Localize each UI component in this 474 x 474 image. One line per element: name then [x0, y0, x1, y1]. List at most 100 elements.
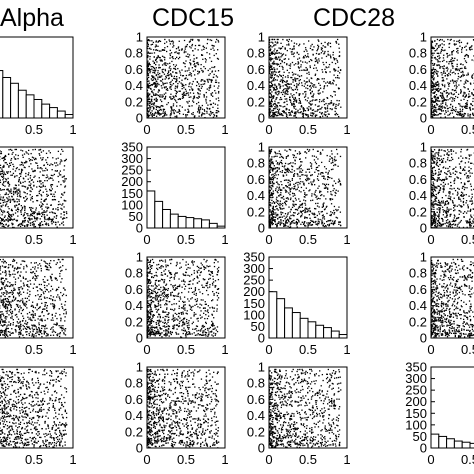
scatter-point	[46, 203, 48, 205]
scatter-point	[272, 111, 274, 114]
histogram-bar	[17, 89, 27, 119]
scatter-point	[272, 193, 274, 195]
scatter-point	[270, 182, 272, 185]
scatter-point	[169, 116, 172, 118]
scatter-point	[306, 100, 308, 102]
scatter-point	[287, 76, 289, 79]
scatter-point	[288, 43, 290, 45]
scatter-point	[217, 70, 220, 72]
y-tick-label: 0.2	[125, 94, 143, 109]
scatter-point	[312, 49, 314, 51]
scatter-point	[192, 38, 194, 41]
scatter-point	[290, 76, 292, 79]
scatter-point	[61, 208, 63, 210]
scatter-point	[281, 81, 284, 83]
scatter-point	[285, 93, 288, 95]
scatter-point	[296, 209, 299, 211]
scatter-point	[14, 206, 16, 208]
scatter-point	[326, 154, 328, 157]
scatter-point	[284, 168, 286, 170]
x-tick-label: 0.5	[25, 232, 43, 247]
scatter-point	[301, 169, 304, 171]
scatter-point	[152, 103, 155, 105]
scatter-point	[272, 97, 274, 99]
scatter-point	[430, 166, 432, 168]
scatter-point	[23, 166, 25, 168]
scatter-point	[449, 74, 452, 76]
scatter-point	[184, 88, 187, 91]
scatter-point	[454, 68, 457, 70]
scatter-point	[269, 112, 271, 114]
scatter-point	[305, 157, 307, 159]
scatter-point	[218, 99, 220, 102]
scatter-point	[48, 219, 50, 221]
scatter-point	[434, 97, 436, 99]
scatter-point	[271, 98, 273, 101]
scatter-point	[272, 177, 275, 180]
scatter-point	[13, 165, 15, 168]
scatter-point	[311, 115, 314, 117]
x-tick-label: 0.5	[461, 232, 474, 247]
scatter-point	[301, 204, 303, 206]
scatter-point	[466, 102, 468, 104]
scatter-point	[327, 183, 330, 186]
scatter-point	[146, 47, 148, 49]
scatter-point	[178, 81, 181, 83]
scatter-point	[10, 192, 13, 195]
scatter-point	[450, 173, 452, 175]
scatter-point	[464, 54, 467, 57]
scatter-point	[269, 86, 271, 89]
scatter-point	[448, 72, 450, 75]
scatter-point	[181, 106, 183, 108]
scatter-point	[196, 96, 198, 99]
scatter-point	[280, 155, 283, 158]
scatter-point	[175, 51, 177, 53]
y-tick-label: 0.4	[247, 78, 265, 93]
scatter-point	[39, 213, 41, 216]
scatter-point	[28, 184, 30, 186]
scatter-point	[313, 64, 316, 66]
scatter-point	[298, 166, 301, 168]
scatter-point	[154, 84, 157, 86]
scatter-point	[9, 216, 11, 219]
histogram-bar	[154, 200, 164, 229]
scatter-point	[311, 59, 313, 62]
scatter-point	[324, 50, 326, 53]
scatter-point	[39, 222, 41, 224]
scatter-point	[330, 211, 332, 213]
scatter-point	[335, 189, 337, 191]
scatter-point	[438, 191, 441, 193]
scatter-point	[153, 114, 155, 117]
scatter-point	[161, 87, 163, 89]
scatter-point	[458, 40, 460, 42]
scatter-point	[30, 218, 32, 220]
scatter-point	[324, 68, 326, 71]
scatter-point	[456, 111, 459, 113]
scatter-point	[186, 78, 189, 81]
scatter-point	[314, 213, 316, 216]
scatter-point	[288, 216, 291, 218]
scatter-point	[326, 220, 328, 223]
scatter-point	[213, 85, 215, 87]
scatter-point	[465, 193, 467, 196]
scatter-point	[28, 206, 31, 209]
scatter-point	[50, 204, 52, 206]
scatter-point	[146, 105, 148, 107]
scatter-point	[275, 205, 278, 207]
scatter-point	[268, 207, 270, 209]
scatter-point	[268, 220, 270, 222]
scatter-point	[323, 195, 325, 197]
scatter-point	[275, 98, 277, 101]
scatter-point	[435, 83, 437, 86]
scatter-point	[440, 88, 442, 90]
scatter-point	[287, 168, 289, 171]
scatter-point	[0, 173, 2, 176]
scatter-point	[466, 187, 468, 189]
scatter-point	[271, 202, 273, 204]
scatter-point	[430, 156, 432, 158]
scatter-point	[292, 78, 294, 81]
scatter-point	[299, 178, 301, 180]
scatter-point	[321, 219, 323, 221]
scatter-point	[9, 219, 11, 221]
